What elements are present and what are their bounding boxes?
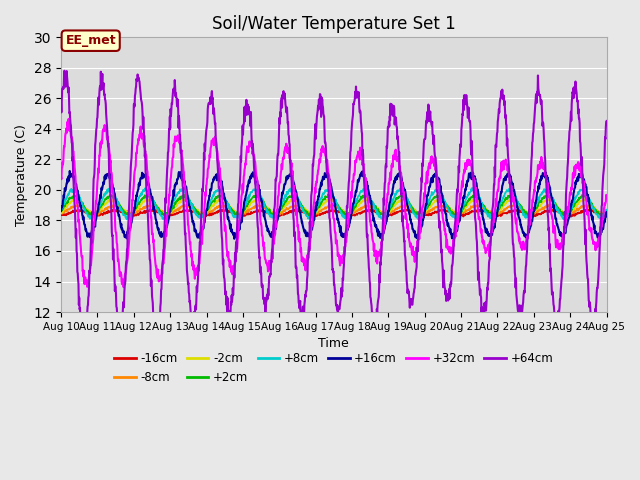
Line: -8cm: -8cm [61, 204, 607, 215]
-16cm [419, 212, 426, 218]
+32cm [179, 163, 187, 168]
+64cm [419, 158, 427, 164]
-16cm [57, 212, 65, 218]
+16cm [490, 225, 498, 230]
+64cm [240, 119, 248, 124]
-2cm [240, 210, 248, 216]
Line: +2cm: +2cm [61, 194, 607, 216]
+32cm [166, 185, 173, 191]
+2cm [307, 213, 315, 219]
+16cm [230, 236, 238, 241]
+64cm [57, 101, 65, 107]
Y-axis label: Temperature (C): Temperature (C) [15, 124, 28, 226]
-8cm [165, 210, 173, 216]
+32cm [240, 172, 248, 178]
-16cm [490, 212, 498, 218]
-2cm [603, 209, 611, 215]
Line: -16cm: -16cm [61, 209, 607, 216]
-16cm [179, 209, 186, 215]
+32cm [120, 284, 127, 290]
+32cm [419, 203, 427, 209]
-2cm [166, 210, 173, 216]
+32cm [490, 212, 498, 217]
-8cm [253, 202, 261, 207]
-2cm [539, 200, 547, 206]
+64cm [490, 182, 498, 188]
+64cm [539, 123, 547, 129]
+32cm [539, 161, 547, 167]
-2cm [490, 210, 498, 216]
+64cm [166, 114, 173, 120]
-8cm [603, 211, 611, 216]
+64cm [61, 68, 68, 73]
+2cm [179, 192, 186, 198]
+2cm [419, 209, 427, 215]
Line: +32cm: +32cm [61, 119, 607, 287]
+2cm [165, 210, 173, 216]
-8cm [200, 212, 207, 218]
+2cm [539, 196, 547, 202]
Text: EE_met: EE_met [65, 34, 116, 47]
+8cm [179, 186, 186, 192]
+2cm [324, 192, 332, 197]
-2cm [363, 195, 371, 201]
+8cm [414, 216, 422, 222]
-16cm [165, 214, 173, 219]
+8cm [603, 209, 611, 215]
+8cm [239, 207, 247, 213]
-16cm [547, 206, 554, 212]
+64cm [179, 185, 187, 191]
+2cm [490, 212, 498, 217]
-2cm [57, 211, 65, 216]
+2cm [239, 208, 247, 214]
Line: -2cm: -2cm [61, 198, 607, 215]
-16cm [538, 209, 546, 215]
+2cm [603, 207, 611, 213]
+64cm [603, 118, 611, 124]
-8cm [57, 210, 65, 216]
+16cm [603, 209, 611, 215]
+8cm [490, 213, 498, 219]
-16cm [310, 214, 318, 219]
+8cm [57, 207, 65, 213]
+16cm [419, 217, 427, 223]
-8cm [539, 206, 547, 212]
X-axis label: Time: Time [319, 337, 349, 350]
+16cm [166, 210, 173, 216]
+16cm [179, 177, 187, 182]
+2cm [57, 208, 65, 214]
+32cm [603, 194, 611, 200]
-8cm [179, 203, 186, 209]
+16cm [57, 208, 65, 214]
+8cm [470, 185, 477, 191]
Legend: -16cm, -8cm, -2cm, +2cm, +8cm, +16cm, +32cm, +64cm: -16cm, -8cm, -2cm, +2cm, +8cm, +16cm, +3… [109, 347, 558, 388]
+64cm [79, 338, 86, 344]
-16cm [239, 213, 247, 218]
+16cm [539, 173, 547, 179]
+32cm [65, 116, 72, 122]
+8cm [539, 191, 547, 196]
+16cm [66, 168, 74, 174]
Line: +8cm: +8cm [61, 188, 607, 219]
Line: +16cm: +16cm [61, 171, 607, 239]
+16cm [240, 199, 248, 205]
+8cm [419, 213, 426, 219]
+8cm [165, 210, 173, 216]
-2cm [419, 210, 427, 216]
-8cm [490, 210, 498, 216]
+32cm [57, 174, 65, 180]
-16cm [603, 212, 611, 217]
Title: Soil/Water Temperature Set 1: Soil/Water Temperature Set 1 [212, 15, 456, 33]
-8cm [240, 211, 248, 216]
-8cm [419, 212, 427, 217]
-2cm [179, 197, 187, 203]
-2cm [160, 212, 168, 218]
Line: +64cm: +64cm [61, 71, 607, 341]
